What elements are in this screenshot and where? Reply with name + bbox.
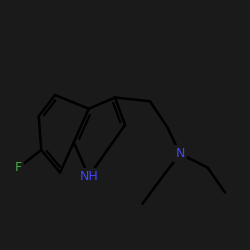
Text: NH: NH: [80, 170, 98, 183]
Text: N: N: [175, 147, 185, 160]
Text: F: F: [15, 161, 22, 174]
